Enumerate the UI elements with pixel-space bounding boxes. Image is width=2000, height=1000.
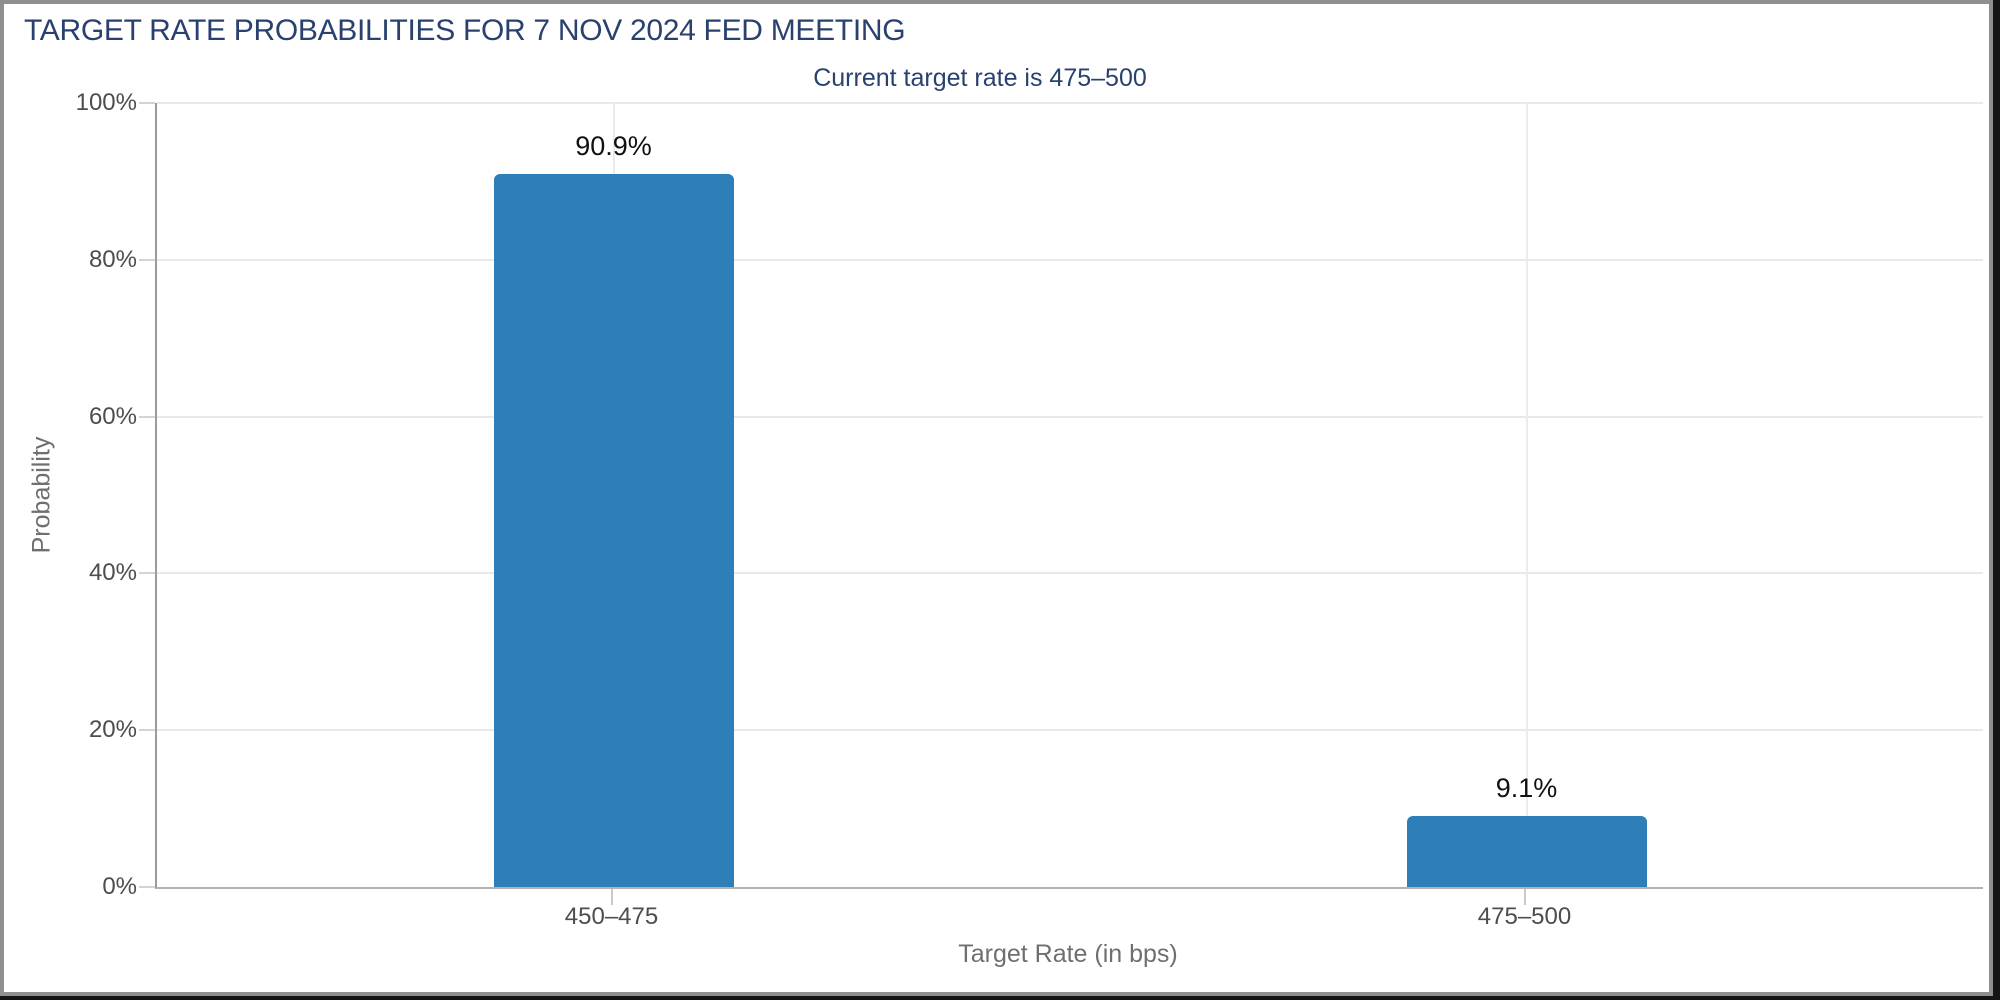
y-grid-line [157,729,1983,732]
y-grid-line [157,415,1983,418]
y-tick-mark [139,258,155,261]
y-tick-mark [139,729,155,732]
chart-content: TARGET RATE PROBABILITIES FOR 7 NOV 2024… [4,4,1989,992]
y-tick-label: 100% [75,89,137,116]
y-tick-label: 40% [88,559,137,587]
bar-value-label: 90.9% [575,131,652,162]
y-grid-line [157,572,1983,575]
chart-title: TARGET RATE PROBABILITIES FOR 7 NOV 2024… [24,14,906,47]
x-tick-mark [610,889,613,905]
plot-area: 90.9% 9.1% [155,102,1983,889]
category-grid-line [1525,103,1528,887]
x-tick-label: 475–500 [1477,903,1572,930]
x-axis-title: Target Rate (in bps) [958,940,1178,968]
y-tick-label: 80% [88,245,137,273]
y-grid-line [157,102,1983,104]
y-tick-mark [139,102,155,104]
y-tick-mark [139,886,155,888]
x-tick-mark [1523,889,1526,905]
y-tick-label: 60% [88,402,137,430]
y-tick-mark [139,572,155,575]
probability-bar [493,174,734,887]
y-axis-title: Probability [27,436,56,554]
y-tick-label: 20% [88,716,137,744]
y-tick-label: 0% [102,873,137,900]
y-tick-mark [139,415,155,418]
chart-subtitle: Current target rate is 475–500 [813,64,1147,92]
bar-value-label: 9.1% [1495,772,1558,803]
probability-bar [1406,815,1647,887]
y-grid-line [157,258,1983,261]
x-tick-label: 450–475 [564,903,659,930]
